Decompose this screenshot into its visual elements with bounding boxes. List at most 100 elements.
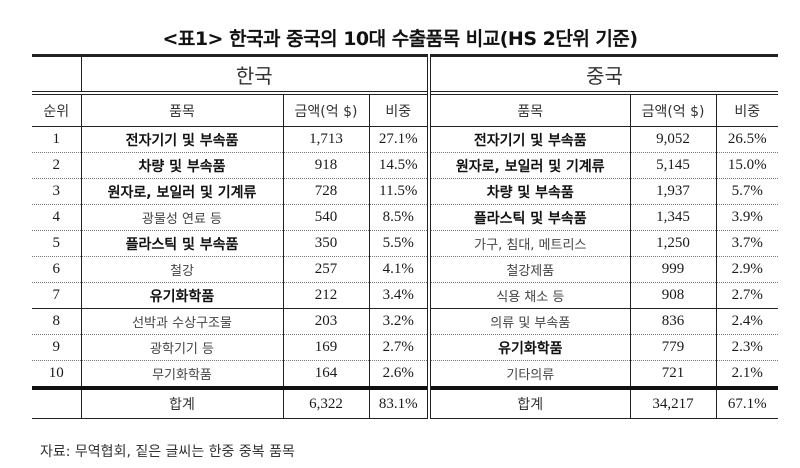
total-cn-amount: 34,217 bbox=[629, 388, 717, 419]
header-kr-item: 품목 bbox=[80, 91, 283, 127]
rank-cell: 4 bbox=[32, 204, 81, 231]
rank-cell: 5 bbox=[32, 230, 81, 257]
table-row: 3 원자로, 보일러 및 기계류 728 11.5% 차량 및 부속품 1,937 5.7% bbox=[32, 178, 779, 205]
kr-amount-cell: 257 bbox=[282, 256, 369, 283]
table-row: 2 차량 및 부속품 918 14.5% 원자로, 보일러 및 기계류 5,145 15.0… bbox=[32, 152, 779, 179]
cn-item-cell: 유기화학품 bbox=[427, 334, 631, 361]
total-kr-label: 합계 bbox=[80, 388, 283, 419]
kr-share-cell: 2.7% bbox=[368, 334, 430, 361]
kr-amount-cell: 540 bbox=[282, 204, 369, 231]
kr-item-cell: 원자로, 보일러 및 기계류 bbox=[80, 178, 283, 205]
rank-cell: 7 bbox=[32, 282, 81, 309]
table-row: 10 무기화학품 164 2.6% 기타의류 721 2.1% bbox=[32, 360, 779, 390]
total-cn-label: 합계 bbox=[427, 388, 631, 419]
export-comparison-table: 한국 중국 순위 품목 금액(억 $) 비중 품목 금액(억 $) 비중 1 전자… bbox=[32, 54, 779, 419]
kr-share-cell: 11.5% bbox=[368, 178, 430, 205]
table-row: 5 플라스틱 및 부속품 350 5.5% 가구, 침대, 메트리스 1,250 3.7% bbox=[32, 230, 779, 257]
cn-amount-cell: 779 bbox=[629, 334, 717, 361]
table-title: <표1> 한국과 중국의 10대 수출품목 비교(HS 2단위 기준) bbox=[162, 28, 638, 50]
header-columns-row: 순위 품목 금액(억 $) 비중 품목 금액(억 $) 비중 bbox=[32, 91, 779, 127]
cn-amount-cell: 908 bbox=[629, 282, 717, 309]
kr-share-cell: 14.5% bbox=[368, 152, 430, 179]
cn-item-cell: 차량 및 부속품 bbox=[427, 178, 631, 205]
rank-cell: 6 bbox=[32, 256, 81, 283]
table-row: 7 유기화학품 212 3.4% 식용 채소 등 908 2.7% bbox=[32, 282, 779, 309]
header-china: 중국 bbox=[427, 54, 779, 93]
table-row: 9 광학기기 등 169 2.7% 유기화학품 779 2.3% bbox=[32, 334, 779, 361]
kr-share-cell: 8.5% bbox=[368, 204, 430, 231]
cn-item-cell: 철강제품 bbox=[427, 256, 631, 283]
header-empty-cell bbox=[32, 54, 81, 93]
kr-share-cell: 4.1% bbox=[368, 256, 430, 283]
cn-amount-cell: 5,145 bbox=[629, 152, 717, 179]
cn-item-cell: 기타의류 bbox=[427, 360, 631, 390]
kr-item-cell: 유기화학품 bbox=[80, 282, 283, 309]
kr-item-cell: 광학기기 등 bbox=[80, 334, 283, 361]
total-cn-share: 67.1% bbox=[715, 388, 779, 419]
rank-cell: 8 bbox=[32, 308, 81, 335]
kr-amount-cell: 728 bbox=[282, 178, 369, 205]
total-kr-share: 83.1% bbox=[368, 388, 430, 419]
rank-cell: 1 bbox=[32, 126, 81, 153]
cn-share-cell: 26.5% bbox=[715, 126, 779, 153]
rank-cell: 3 bbox=[32, 178, 81, 205]
cn-share-cell: 15.0% bbox=[715, 152, 779, 179]
cn-share-cell: 2.4% bbox=[715, 308, 779, 335]
cn-item-cell: 원자로, 보일러 및 기계류 bbox=[427, 152, 631, 179]
kr-amount-cell: 918 bbox=[282, 152, 369, 179]
cn-item-cell: 의류 및 부속품 bbox=[427, 308, 631, 335]
cn-share-cell: 3.9% bbox=[715, 204, 779, 231]
total-row: 합계 6,322 83.1% 합계 34,217 67.1% bbox=[32, 388, 779, 419]
cn-share-cell: 2.7% bbox=[715, 282, 779, 309]
header-cn-share: 비중 bbox=[715, 91, 779, 127]
kr-share-cell: 5.5% bbox=[368, 230, 430, 257]
kr-item-cell: 전자기기 및 부속품 bbox=[80, 126, 283, 153]
rank-cell: 10 bbox=[32, 360, 81, 390]
kr-item-cell: 광물성 연료 등 bbox=[80, 204, 283, 231]
cn-item-cell: 전자기기 및 부속품 bbox=[427, 126, 631, 153]
cn-amount-cell: 1,345 bbox=[629, 204, 717, 231]
kr-share-cell: 2.6% bbox=[368, 360, 430, 390]
header-kr-amount: 금액(억 $) bbox=[282, 91, 369, 127]
header-kr-share: 비중 bbox=[368, 91, 430, 127]
table-row: 6 철강 257 4.1% 철강제품 999 2.9% bbox=[32, 256, 779, 283]
kr-item-cell: 무기화학품 bbox=[80, 360, 283, 390]
kr-item-cell: 플라스틱 및 부속품 bbox=[80, 230, 283, 257]
cn-share-cell: 5.7% bbox=[715, 178, 779, 205]
total-empty-cell bbox=[32, 388, 81, 419]
header-korea: 한국 bbox=[80, 54, 430, 93]
cn-item-cell: 식용 채소 등 bbox=[427, 282, 631, 309]
cn-amount-cell: 9,052 bbox=[629, 126, 717, 153]
kr-share-cell: 3.4% bbox=[368, 282, 430, 309]
header-cn-amount: 금액(억 $) bbox=[629, 91, 717, 127]
kr-share-cell: 27.1% bbox=[368, 126, 430, 153]
kr-amount-cell: 1,713 bbox=[282, 126, 369, 153]
kr-item-cell: 선박과 수상구조물 bbox=[80, 308, 283, 335]
kr-item-cell: 철강 bbox=[80, 256, 283, 283]
total-kr-amount: 6,322 bbox=[282, 388, 369, 419]
header-country-row: 한국 중국 bbox=[32, 54, 779, 93]
cn-amount-cell: 1,250 bbox=[629, 230, 717, 257]
cn-amount-cell: 999 bbox=[629, 256, 717, 283]
cn-item-cell: 가구, 침대, 메트리스 bbox=[427, 230, 631, 257]
kr-item-cell: 차량 및 부속품 bbox=[80, 152, 283, 179]
cn-amount-cell: 721 bbox=[629, 360, 717, 390]
cn-share-cell: 2.3% bbox=[715, 334, 779, 361]
rank-cell: 2 bbox=[32, 152, 81, 179]
header-cn-item: 품목 bbox=[427, 91, 631, 127]
kr-amount-cell: 203 bbox=[282, 308, 369, 335]
cn-amount-cell: 1,937 bbox=[629, 178, 717, 205]
table-row: 4 광물성 연료 등 540 8.5% 플라스틱 및 부속품 1,345 3.9% bbox=[32, 204, 779, 231]
kr-amount-cell: 212 bbox=[282, 282, 369, 309]
header-rank: 순위 bbox=[32, 91, 81, 127]
table-row: 1 전자기기 및 부속품 1,713 27.1% 전자기기 및 부속품 9,052 26.5… bbox=[32, 126, 779, 153]
cn-share-cell: 2.1% bbox=[715, 360, 779, 390]
cn-amount-cell: 836 bbox=[629, 308, 717, 335]
cn-item-cell: 플라스틱 및 부속품 bbox=[427, 204, 631, 231]
rank-cell: 9 bbox=[32, 334, 81, 361]
kr-share-cell: 3.2% bbox=[368, 308, 430, 335]
cn-share-cell: 3.7% bbox=[715, 230, 779, 257]
source-note: 자료: 무역협회, 짙은 글씨는 한중 중복 품목 bbox=[40, 444, 295, 460]
kr-amount-cell: 169 bbox=[282, 334, 369, 361]
kr-amount-cell: 350 bbox=[282, 230, 369, 257]
